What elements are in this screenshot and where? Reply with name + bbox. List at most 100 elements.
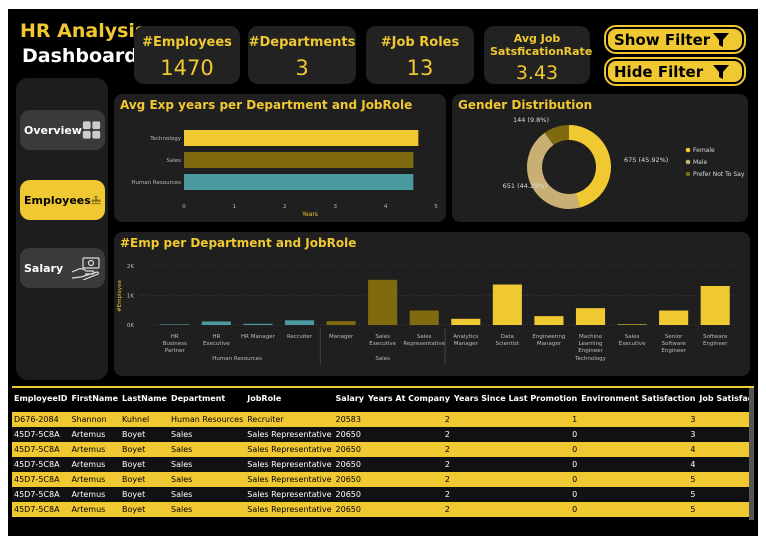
table-cell: Sales Representative bbox=[245, 457, 334, 472]
table-cell: 20650 bbox=[333, 502, 366, 517]
table-row[interactable]: 45D7-5C8A Artemus Boyet Sales Sales Represen… bbox=[12, 487, 754, 502]
table-cell: 5 bbox=[579, 472, 698, 487]
group-label: Human Resources bbox=[212, 356, 262, 362]
pie-slice[interactable] bbox=[544, 125, 569, 145]
category-label: Software Engineer bbox=[703, 334, 728, 347]
column-header[interactable]: LastName bbox=[122, 394, 167, 403]
table-cell: 3 bbox=[697, 472, 754, 487]
x-axis-title: Years bbox=[301, 211, 318, 218]
bar[interactable] bbox=[184, 174, 414, 190]
kpi-job-roles: #Job Roles 13 bbox=[366, 26, 474, 84]
column-header[interactable]: JobRole bbox=[247, 394, 282, 403]
bar[interactable] bbox=[700, 286, 730, 325]
bar[interactable] bbox=[451, 318, 481, 325]
show-filter-button[interactable]: Show Filter bbox=[606, 27, 744, 52]
table-cell: 45D7-5C8A bbox=[12, 487, 70, 502]
kpi-value: 1470 bbox=[160, 56, 214, 80]
chart-title: Gender Distribution bbox=[458, 98, 593, 112]
employee-table: EmployeeID FirstName LastName Department Job… bbox=[12, 386, 754, 520]
table-cell: 0 bbox=[451, 427, 580, 442]
kpi-label: Avg Job SatsficationRate bbox=[490, 32, 593, 58]
column-header[interactable]: FirstName bbox=[71, 394, 119, 403]
pie-slice[interactable] bbox=[569, 125, 611, 208]
kpi-value: 3.43 bbox=[515, 62, 559, 84]
category-label: Sales bbox=[166, 158, 181, 164]
table-cell: Sales bbox=[168, 442, 246, 457]
table-cell: 0 bbox=[451, 457, 580, 472]
grid-icon bbox=[82, 121, 101, 139]
nav-label: Employees bbox=[24, 193, 91, 207]
table-cell: 45D7-5C8A bbox=[12, 502, 70, 517]
table-cell: 5 bbox=[697, 502, 754, 517]
table-row[interactable]: 45D7-5C8A Artemus Boyet Sales Sales Represen… bbox=[12, 457, 754, 472]
legend-marker bbox=[685, 171, 691, 177]
bar[interactable] bbox=[492, 284, 522, 325]
nav-employees-button[interactable]: Employees bbox=[20, 180, 105, 220]
kpi-value: 3 bbox=[295, 56, 309, 80]
table-cell: 3 bbox=[579, 427, 698, 442]
table-scrollbar[interactable] bbox=[749, 388, 754, 520]
nav-overview-button[interactable]: Overview bbox=[20, 110, 105, 150]
table-cell: 0 bbox=[451, 442, 580, 457]
table-row[interactable]: 45D7-5C8A Artemus Boyet Sales Sales Represen… bbox=[12, 442, 754, 457]
column-header[interactable]: Environment Satisfaction bbox=[581, 394, 696, 403]
bar[interactable] bbox=[160, 324, 190, 325]
x-tick-label: 2 bbox=[283, 204, 287, 210]
hide-filter-label: Hide Filter bbox=[614, 62, 704, 81]
category-label: Sales Executive bbox=[619, 334, 646, 347]
bar[interactable] bbox=[659, 310, 689, 325]
nav-salary-button[interactable]: Salary bbox=[20, 248, 105, 288]
table-cell: 5 bbox=[579, 502, 698, 517]
pie-slice[interactable] bbox=[527, 132, 580, 209]
table-cell: 2 bbox=[366, 472, 452, 487]
column-header[interactable]: Salary bbox=[335, 394, 364, 403]
bar[interactable] bbox=[575, 308, 606, 325]
chart-title: Avg Exp years per Department and JobRole bbox=[120, 98, 413, 112]
table-row[interactable]: 45D7-5C8A Artemus Boyet Sales Sales Represen… bbox=[12, 427, 754, 442]
bar[interactable] bbox=[326, 321, 356, 325]
bar[interactable] bbox=[368, 279, 398, 325]
x-tick-label: 5 bbox=[434, 204, 438, 210]
kpi-employees: #Employees 1470 bbox=[134, 26, 240, 84]
bar[interactable] bbox=[243, 323, 273, 325]
column-header[interactable]: Job Satisfaction bbox=[699, 394, 754, 403]
legend-label: Prefer Not To Say bbox=[693, 171, 745, 178]
table-cell: Sales bbox=[168, 427, 246, 442]
hide-filter-button[interactable]: Hide Filter bbox=[606, 59, 744, 84]
slice-data-label: 651 (44.29%) bbox=[503, 182, 547, 190]
filter-icon bbox=[713, 32, 729, 47]
bar[interactable] bbox=[184, 152, 414, 168]
dashboard-subtitle: Dashboard bbox=[22, 45, 138, 67]
table-row[interactable]: 45D7-5C8A Artemus Boyet Sales Sales Represen… bbox=[12, 472, 754, 487]
category-label: Senior Software Engineer bbox=[661, 334, 686, 354]
avg-exp-chart-panel: Avg Exp years per Department and JobRole… bbox=[114, 94, 446, 222]
table-row[interactable]: D676-2084 Shannon Kuhnel Human Resources Rec… bbox=[12, 412, 754, 427]
table-cell: 4 bbox=[697, 487, 754, 502]
table-row[interactable]: 45D7-5C8A Artemus Boyet Sales Sales Represen… bbox=[12, 502, 754, 517]
kpi-value: 13 bbox=[406, 56, 434, 80]
column-header[interactable]: Years Since Last Promotion bbox=[453, 394, 578, 403]
table-cell: 45D7-5C8A bbox=[12, 442, 70, 457]
table-cell: 20650 bbox=[333, 442, 366, 457]
dashboard-title: HR Analysis bbox=[20, 20, 147, 42]
slice-data-label: 144 (9.8%) bbox=[513, 116, 549, 124]
bar[interactable] bbox=[201, 321, 231, 325]
bar[interactable] bbox=[184, 130, 419, 146]
table-cell: Artemus bbox=[69, 487, 121, 502]
table-cell: Artemus bbox=[69, 457, 121, 472]
column-header[interactable]: Department bbox=[170, 394, 226, 403]
column-header[interactable]: Years At Company bbox=[368, 394, 450, 403]
table-cell: 2 bbox=[366, 487, 452, 502]
bar[interactable] bbox=[409, 310, 439, 325]
nav-label: Overview bbox=[24, 123, 82, 137]
table-cell: 2 bbox=[366, 427, 452, 442]
bar[interactable] bbox=[617, 324, 647, 325]
table-cell: 0 bbox=[451, 472, 580, 487]
bar[interactable] bbox=[534, 316, 564, 325]
bar[interactable] bbox=[284, 320, 315, 325]
group-label: Technology bbox=[574, 356, 607, 362]
category-label: Recruiter bbox=[287, 334, 313, 340]
table-cell: Sales Representative bbox=[245, 442, 334, 457]
column-header[interactable]: EmployeeID bbox=[14, 394, 68, 403]
table-cell: D676-2084 bbox=[12, 412, 70, 427]
